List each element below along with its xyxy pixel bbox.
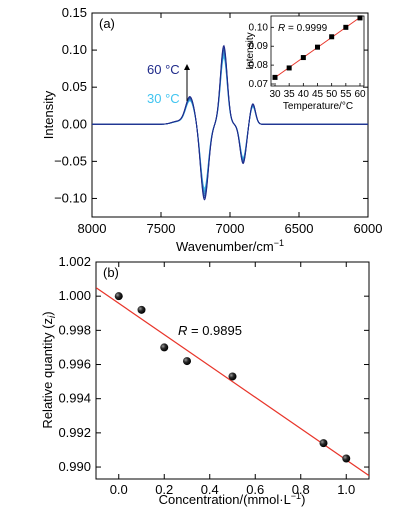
inset-point bbox=[300, 55, 306, 61]
inset-y-tick-label: 0.08 bbox=[249, 60, 269, 71]
inset-point bbox=[329, 34, 335, 40]
inset-data bbox=[272, 15, 363, 80]
panel-a-spectra bbox=[92, 44, 368, 201]
inset-x-tick-label: 45 bbox=[312, 89, 324, 100]
inset-r-label: R = 0.9999 bbox=[278, 23, 328, 34]
inset-point bbox=[343, 24, 349, 30]
data-point bbox=[137, 305, 146, 314]
y-tick-label: 0.990 bbox=[58, 459, 91, 474]
panel-a-xlabel: Wavenumber/cm−1 bbox=[176, 238, 284, 254]
data-point bbox=[114, 292, 123, 301]
inset-ylabel: Intensity bbox=[245, 32, 256, 69]
y-tick-label: 0.05 bbox=[62, 79, 87, 94]
x-tick-label: 0.4 bbox=[201, 482, 219, 497]
y-tick-label: 1.000 bbox=[58, 288, 91, 303]
inset-point bbox=[272, 74, 278, 80]
inset-x-tick-label: 35 bbox=[284, 89, 296, 100]
panel-b-ticks: 0.0 0.2 0.4 0.6 0.8 1.0 0.990 0.992 0.994 0.996 0.… bbox=[58, 254, 369, 497]
inset-point bbox=[286, 65, 292, 71]
inset: 30 35 40 45 50 55 60 0.07 0.08 0.09 0.10 R = 0.999… bbox=[245, 15, 366, 112]
y-tick-label: 1.002 bbox=[58, 254, 91, 269]
inset-point bbox=[315, 44, 320, 50]
y-tick-label: 0.00 bbox=[62, 116, 87, 131]
inset-x-tick-label: 60 bbox=[354, 89, 366, 100]
panel-a-ticks: 8000 7500 7000 6500 6000 −0.10 −0.05 0.00 0.05 0.… bbox=[54, 5, 382, 236]
inset-y-tick-label: 0.10 bbox=[249, 22, 269, 33]
x-tick-label: 1.0 bbox=[337, 482, 355, 497]
x-tick-label: 0.8 bbox=[292, 482, 310, 497]
inset-x-tick-label: 50 bbox=[326, 89, 338, 100]
x-tick-label: 0.6 bbox=[246, 482, 264, 497]
inset-frame bbox=[270, 15, 365, 87]
y-tick-label: −0.10 bbox=[54, 190, 87, 205]
inset-ticks: 30 35 40 45 50 55 60 0.07 0.08 0.09 0.10 bbox=[249, 22, 366, 100]
data-point bbox=[319, 439, 328, 448]
inset-xlabel: Temperature/°C bbox=[283, 101, 353, 112]
y-tick-label: 0.15 bbox=[62, 5, 87, 20]
data-point bbox=[160, 343, 169, 352]
panel-b-ylabel: Relative quantity (zi) bbox=[40, 311, 58, 428]
inset-y-tick-label: 0.07 bbox=[249, 79, 269, 90]
inset-x-tick-label: 40 bbox=[298, 89, 310, 100]
panel-b-frame bbox=[95, 261, 370, 480]
panel-b: 0.0 0.2 0.4 0.6 0.8 1.0 0.990 0.992 0.994 0.996 0.… bbox=[40, 254, 370, 507]
x-tick-label: 0.2 bbox=[155, 482, 173, 497]
data-point bbox=[183, 357, 191, 366]
spectrum-line-60C bbox=[92, 44, 368, 201]
y-tick-label: 0.998 bbox=[58, 322, 91, 337]
x-tick-label: 7000 bbox=[216, 221, 245, 236]
panel-b-r-label: R = 0.9895 bbox=[178, 323, 242, 338]
panel-a: 8000 7500 7000 6500 6000 −0.10 −0.05 0.00 0.05 0.… bbox=[41, 5, 382, 254]
x-tick-label: 8000 bbox=[78, 221, 107, 236]
panel-b-xlabel: Concentration/(mmol·L−1) bbox=[159, 491, 306, 507]
inset-point bbox=[357, 15, 363, 21]
fit-line bbox=[96, 287, 369, 477]
temp-high-label: 60 °C bbox=[147, 62, 180, 77]
data-point bbox=[228, 372, 237, 381]
x-tick-label: 6000 bbox=[354, 221, 383, 236]
panel-a-ylabel: Intensity bbox=[41, 90, 56, 139]
y-tick-label: −0.05 bbox=[54, 153, 87, 168]
panel-b-data bbox=[96, 287, 369, 477]
y-tick-label: 0.992 bbox=[58, 425, 91, 440]
data-point bbox=[342, 454, 351, 463]
x-tick-label: 0.0 bbox=[110, 482, 128, 497]
panel-a-label: (a) bbox=[99, 16, 115, 31]
inset-x-tick-label: 55 bbox=[340, 89, 352, 100]
y-tick-label: 0.10 bbox=[62, 42, 87, 57]
x-tick-label: 7500 bbox=[147, 221, 176, 236]
temp-low-label: 30 °C bbox=[147, 91, 180, 106]
y-tick-label: 0.996 bbox=[58, 357, 91, 372]
inset-y-tick-label: 0.09 bbox=[249, 41, 269, 52]
y-tick-label: 0.994 bbox=[58, 391, 91, 406]
inset-x-tick-label: 30 bbox=[269, 89, 281, 100]
x-tick-label: 6500 bbox=[285, 221, 314, 236]
panel-b-label: (b) bbox=[103, 265, 119, 280]
temperature-arrow-head bbox=[184, 64, 190, 70]
